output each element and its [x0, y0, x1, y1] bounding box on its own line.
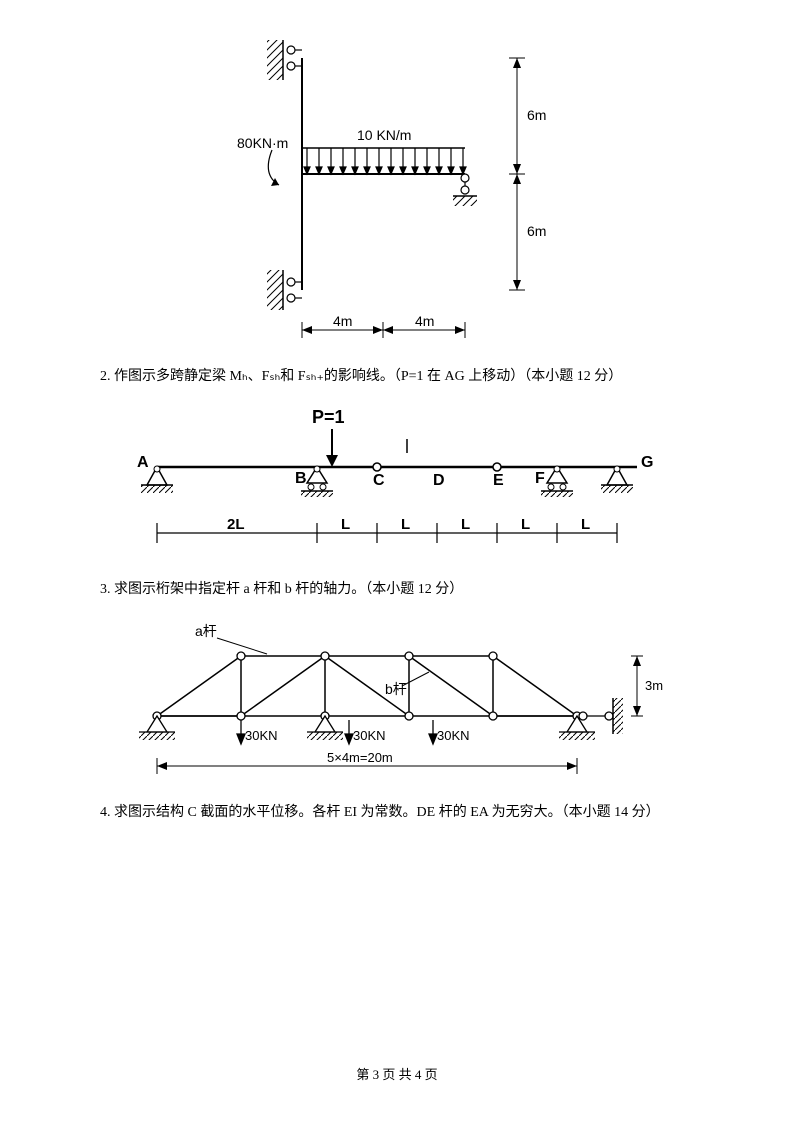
- fig2-node-D: D: [433, 472, 445, 489]
- fig1-dim-right: 4m: [415, 313, 434, 329]
- question-4-text: 4. 求图示结构 C 截面的水平位移。各杆 EI 为常数。DE 杆的 EA 为无…: [100, 800, 694, 825]
- fig2-span-5: L: [581, 516, 590, 533]
- fig2-span-1: L: [341, 516, 350, 533]
- question-2-text: 2. 作图示多跨静定梁 Mₕ、Fₛₕ和 Fₛₕ₊的影响线。（P=1 在 AG 上…: [100, 364, 694, 389]
- fig2-node-B: B: [295, 470, 307, 487]
- fig2-node-C: C: [373, 472, 385, 489]
- fig3-load-1: 30KN: [245, 728, 278, 743]
- fig3-height: 3m: [645, 678, 663, 693]
- fig2-span-0: 2L: [227, 516, 245, 533]
- figure-3-truss: a杆 b杆 30KN 30KN 30KN 3m 5×4m=20m: [117, 616, 677, 786]
- fig1-dim-top: 6m: [527, 107, 546, 123]
- fig3-load-2: 30KN: [353, 728, 386, 743]
- fig1-load-text: 10 KN/m: [357, 127, 411, 143]
- fig2-node-F: F: [535, 470, 545, 487]
- fig1-moment-text: 80KN·m: [237, 135, 288, 151]
- figure-2-beam: P=1 A B C D E F G 2L L: [117, 403, 677, 563]
- fig3-span: 5×4m=20m: [327, 750, 393, 765]
- fig2-span-3: L: [461, 516, 470, 533]
- fig2-node-E: E: [493, 472, 504, 489]
- fig1-dim-bottom: 6m: [527, 223, 546, 239]
- figure-1-frame: 10 KN/m 80KN·m 6m 6m 4m 4m: [207, 30, 587, 350]
- fig3-load-3: 30KN: [437, 728, 470, 743]
- fig3-a-label: a杆: [195, 623, 217, 639]
- fig2-node-G: G: [641, 454, 653, 471]
- fig2-node-A: A: [137, 454, 149, 471]
- question-3-text: 3. 求图示桁架中指定杆 a 杆和 b 杆的轴力。（本小题 12 分）: [100, 577, 694, 602]
- page-footer: 第 3 页 共 4 页: [0, 1064, 794, 1083]
- fig2-P-label: P=1: [312, 407, 345, 427]
- fig3-b-label: b杆: [385, 681, 407, 697]
- fig2-span-4: L: [521, 516, 530, 533]
- fig1-dim-left: 4m: [333, 313, 352, 329]
- fig2-span-2: L: [401, 516, 410, 533]
